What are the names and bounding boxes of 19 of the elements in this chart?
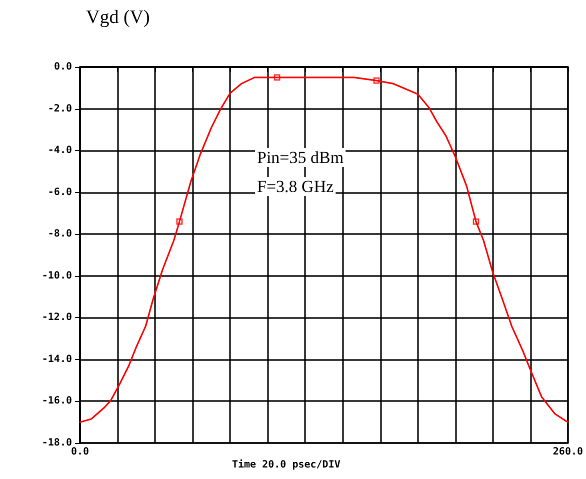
y-tick-label: -8.0 <box>48 228 72 240</box>
annotation: F=3.8 GHz <box>257 177 334 196</box>
y-tick-label: -2.0 <box>48 103 72 114</box>
x-axis-title: Time 20.0 psec/DIV <box>232 458 340 470</box>
y-tick-label: -14.0 <box>42 354 72 365</box>
y-tick-label: -12.0 <box>42 312 72 324</box>
y-tick-label: -16.0 <box>42 396 72 407</box>
point <box>373 77 380 84</box>
y-tick-label: -4.0 <box>48 145 72 156</box>
point <box>472 218 480 225</box>
y-tick-label: -10.0 <box>42 270 72 282</box>
y-tick-label: -18.0 <box>42 438 72 448</box>
annotation: Pin=35 dBm <box>257 148 344 167</box>
y-tick-label: -6.0 <box>48 186 72 198</box>
point <box>176 218 183 225</box>
y-tick-label: 0.0 <box>54 62 72 72</box>
point <box>274 74 280 81</box>
x-tick-label: 260.0 <box>552 446 584 458</box>
y-axis-title: Vgd (V) <box>86 7 150 28</box>
